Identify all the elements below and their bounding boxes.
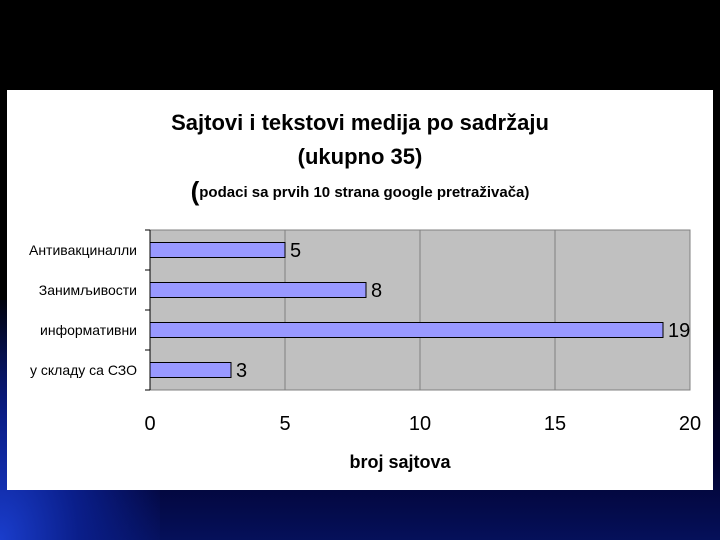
category-label: у складу са СЗО: [30, 362, 137, 378]
bar: [149, 242, 286, 258]
source-note-paren: (: [190, 176, 200, 206]
x-tick-label: 20: [679, 413, 701, 435]
category-label: Занимљивости: [39, 282, 137, 298]
data-label: 5: [290, 240, 301, 262]
x-tick-label: 0: [144, 413, 155, 435]
bar: [149, 282, 367, 298]
bar: [149, 322, 664, 338]
x-axis-title: broj sajtova: [349, 452, 451, 472]
data-label: 3: [236, 360, 247, 382]
x-tick-label: 5: [279, 413, 290, 435]
bar: [149, 362, 232, 378]
data-label: 8: [371, 280, 382, 302]
chart-source-note: (podaci sa prvih 10 strana google pretra…: [7, 176, 713, 207]
category-label: информативни: [40, 322, 137, 338]
source-note-text: podaci sa prvih 10 strana google pretraž…: [199, 184, 530, 201]
chart-title: Sajtovi i tekstovi medija po sadržaju: [171, 110, 549, 135]
chart-panel: Sajtovi i tekstovi medija po sadržaju (u…: [7, 90, 713, 490]
x-tick-label: 10: [409, 413, 431, 435]
data-label: 19: [668, 320, 690, 342]
chart-subtitle: (ukupno 35): [297, 144, 423, 169]
category-label: Антивакциналли: [29, 242, 137, 258]
bar-chart: Антивакциналли 5 Занимљивости 8 информативни…: [29, 229, 701, 472]
x-tick-label: 15: [544, 413, 566, 435]
